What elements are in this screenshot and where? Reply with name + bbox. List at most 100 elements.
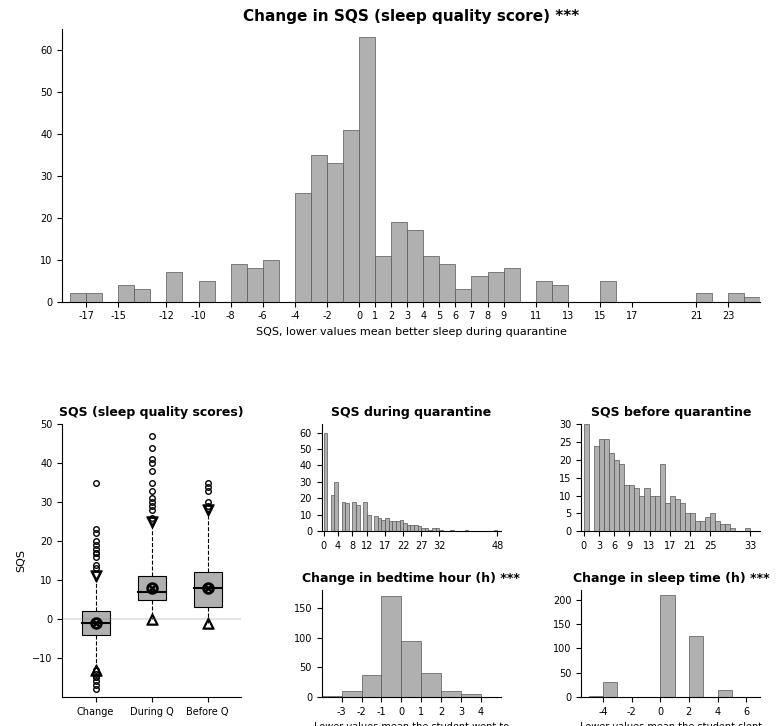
Bar (439, 529, 443, 531)
Bar (684, 513, 690, 531)
Bar (700, 521, 705, 531)
Bar (421, 528, 424, 531)
Bar (465, 529, 468, 531)
Bar (356, 505, 360, 531)
Bar (710, 513, 715, 531)
Bar (614, 460, 619, 531)
Bar (680, 502, 684, 531)
Bar (352, 502, 356, 531)
Bar (664, 502, 670, 531)
Bar (385, 518, 389, 531)
Bar (404, 523, 407, 531)
Bar (441, 691, 461, 697)
Bar (450, 529, 454, 531)
Bar (599, 439, 604, 531)
Bar (744, 298, 760, 302)
Bar (629, 485, 634, 531)
Bar (396, 521, 400, 531)
Bar (322, 696, 341, 697)
Bar (487, 272, 504, 302)
Bar (624, 485, 629, 531)
Bar (331, 495, 334, 531)
Bar (359, 38, 375, 302)
Bar (367, 515, 371, 531)
Title: SQS before quarantine: SQS before quarantine (591, 406, 751, 419)
Bar (391, 222, 407, 302)
Bar (86, 293, 102, 302)
Bar (660, 595, 674, 697)
Bar (263, 260, 279, 302)
Bar (439, 264, 456, 302)
Bar (644, 489, 650, 531)
Bar (375, 256, 391, 302)
Bar (378, 518, 382, 531)
Bar (137, 576, 165, 600)
Bar (324, 433, 327, 531)
Title: Change in SQS (sleep quality score) ***: Change in SQS (sleep quality score) *** (243, 9, 580, 24)
Bar (594, 446, 599, 531)
Bar (745, 528, 750, 531)
Bar (341, 502, 345, 531)
Bar (424, 528, 428, 531)
Bar (166, 272, 182, 302)
X-axis label: Lower values mean the student slept
less during Q than before: Lower values mean the student slept less… (580, 722, 762, 726)
Bar (715, 521, 720, 531)
Title: SQS (sleep quality scores): SQS (sleep quality scores) (59, 406, 244, 419)
Title: SQS during quarantine: SQS during quarantine (331, 406, 491, 419)
Bar (674, 499, 680, 531)
Bar (461, 694, 481, 697)
Bar (654, 496, 660, 531)
Title: Change in sleep time (h) ***: Change in sleep time (h) *** (573, 571, 769, 584)
Bar (504, 268, 520, 302)
Bar (634, 489, 639, 531)
Bar (603, 682, 617, 697)
Bar (696, 293, 712, 302)
Y-axis label: SQS: SQS (16, 549, 26, 572)
Bar (400, 520, 404, 531)
Bar (695, 521, 700, 531)
Bar (247, 268, 263, 302)
Bar (199, 281, 215, 302)
Bar (341, 691, 362, 697)
Bar (374, 516, 378, 531)
Bar (428, 529, 432, 531)
Bar (81, 611, 109, 635)
Bar (343, 130, 359, 302)
Bar (535, 281, 552, 302)
Bar (456, 289, 472, 302)
Bar (689, 636, 703, 697)
Bar (362, 675, 382, 697)
Bar (411, 525, 414, 531)
Bar (494, 529, 497, 531)
Bar (729, 293, 744, 302)
Bar (421, 673, 441, 697)
Bar (407, 525, 411, 531)
Bar (407, 230, 424, 302)
Bar (118, 285, 134, 302)
Bar (295, 192, 311, 302)
Bar (417, 526, 421, 531)
Bar (639, 496, 644, 531)
X-axis label: SQS, lower values mean better sleep during quarantine: SQS, lower values mean better sleep duri… (256, 327, 566, 337)
Bar (609, 453, 614, 531)
Bar (230, 264, 247, 302)
Bar (382, 596, 401, 697)
Bar (670, 496, 674, 531)
Bar (552, 285, 568, 302)
Bar (424, 256, 439, 302)
Bar (690, 513, 695, 531)
Bar (432, 528, 435, 531)
Bar (584, 424, 589, 531)
Bar (720, 524, 725, 531)
Bar (193, 572, 222, 608)
Bar (414, 525, 417, 531)
Bar (345, 503, 349, 531)
Bar (311, 155, 327, 302)
Bar (334, 482, 338, 531)
Bar (382, 520, 385, 531)
Bar (705, 517, 710, 531)
Bar (660, 463, 664, 531)
Bar (718, 690, 732, 697)
Bar (70, 293, 86, 302)
Bar (604, 439, 609, 531)
